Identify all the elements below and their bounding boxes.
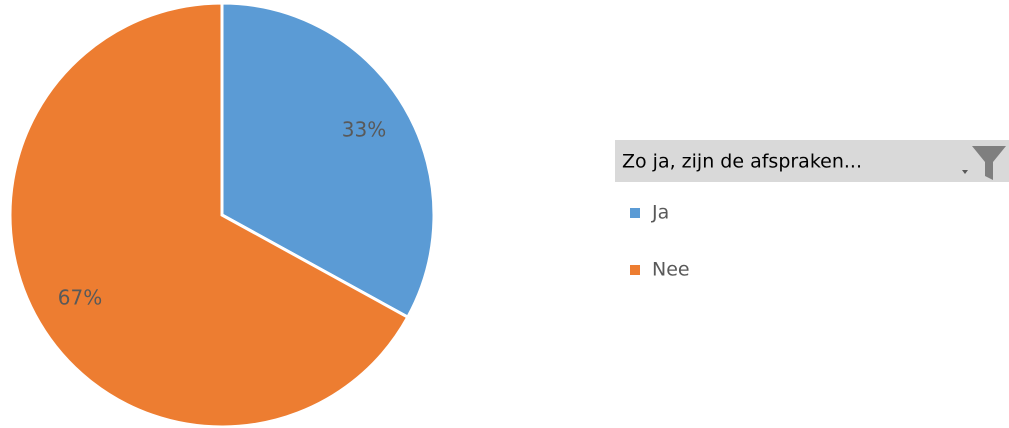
pie-slice	[8, 1, 410, 428]
legend-swatch	[630, 208, 640, 218]
legend-title: Zo ja, zijn de afspraken...	[622, 151, 862, 173]
legend-header-bg	[615, 140, 1009, 182]
legend-swatch	[630, 265, 640, 275]
legend-header[interactable]: Zo ja, zijn de afspraken...	[615, 140, 1009, 182]
legend-label: Nee	[652, 259, 690, 281]
filter-icon	[972, 146, 1006, 180]
dropdown-arrow	[962, 170, 968, 174]
data-label: 67%	[58, 285, 102, 309]
legend-label: Ja	[651, 202, 669, 224]
data-label: 33%	[342, 118, 386, 142]
pie-slice	[220, 1, 436, 320]
